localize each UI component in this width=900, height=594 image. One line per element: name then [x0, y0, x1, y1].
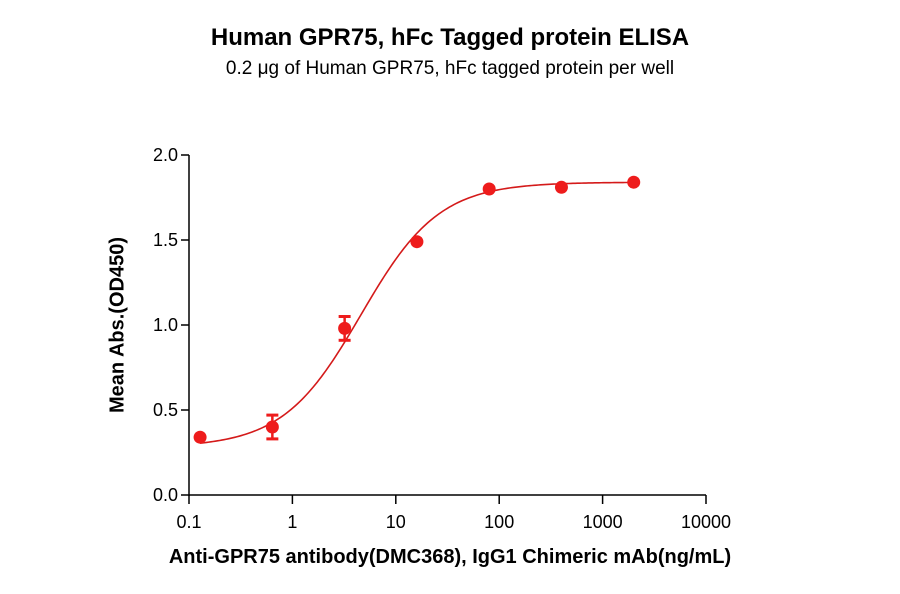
x-tick-label: 10000	[681, 512, 731, 532]
y-tick-label: 0.5	[153, 400, 178, 420]
y-tick-label: 0.0	[153, 485, 178, 505]
data-point	[265, 420, 279, 434]
chart-title: Human GPR75, hFc Tagged protein ELISA	[210, 24, 690, 51]
x-tick-label: 1	[287, 512, 297, 532]
fit-curve-path	[200, 181, 634, 444]
x-tick-label: 100	[484, 512, 514, 532]
data-point	[554, 180, 568, 194]
axes: 0.0 0.5 1.0 1.5 2.0 0.1 1 10 100 1000 10000	[153, 145, 731, 532]
data-point	[627, 175, 641, 189]
chart-subtitle: 0.2 μg of Human GPR75, hFc tagged protei…	[225, 58, 675, 79]
data-point	[338, 321, 352, 335]
data-point	[193, 430, 207, 444]
x-tick-label: 1000	[583, 512, 623, 532]
data-points	[193, 175, 641, 444]
y-tick-label: 1.5	[153, 230, 178, 250]
y-tick-label: 2.0	[153, 145, 178, 165]
fit-curve	[200, 181, 634, 444]
y-tick-label: 1.0	[153, 315, 178, 335]
x-tick-label: 10	[386, 512, 406, 532]
x-tick-label: 0.1	[176, 512, 201, 532]
data-point	[482, 182, 496, 196]
data-point	[410, 235, 424, 249]
x-axis-label: Anti-GPR75 antibody(DMC368), IgG1 Chimer…	[168, 546, 732, 568]
